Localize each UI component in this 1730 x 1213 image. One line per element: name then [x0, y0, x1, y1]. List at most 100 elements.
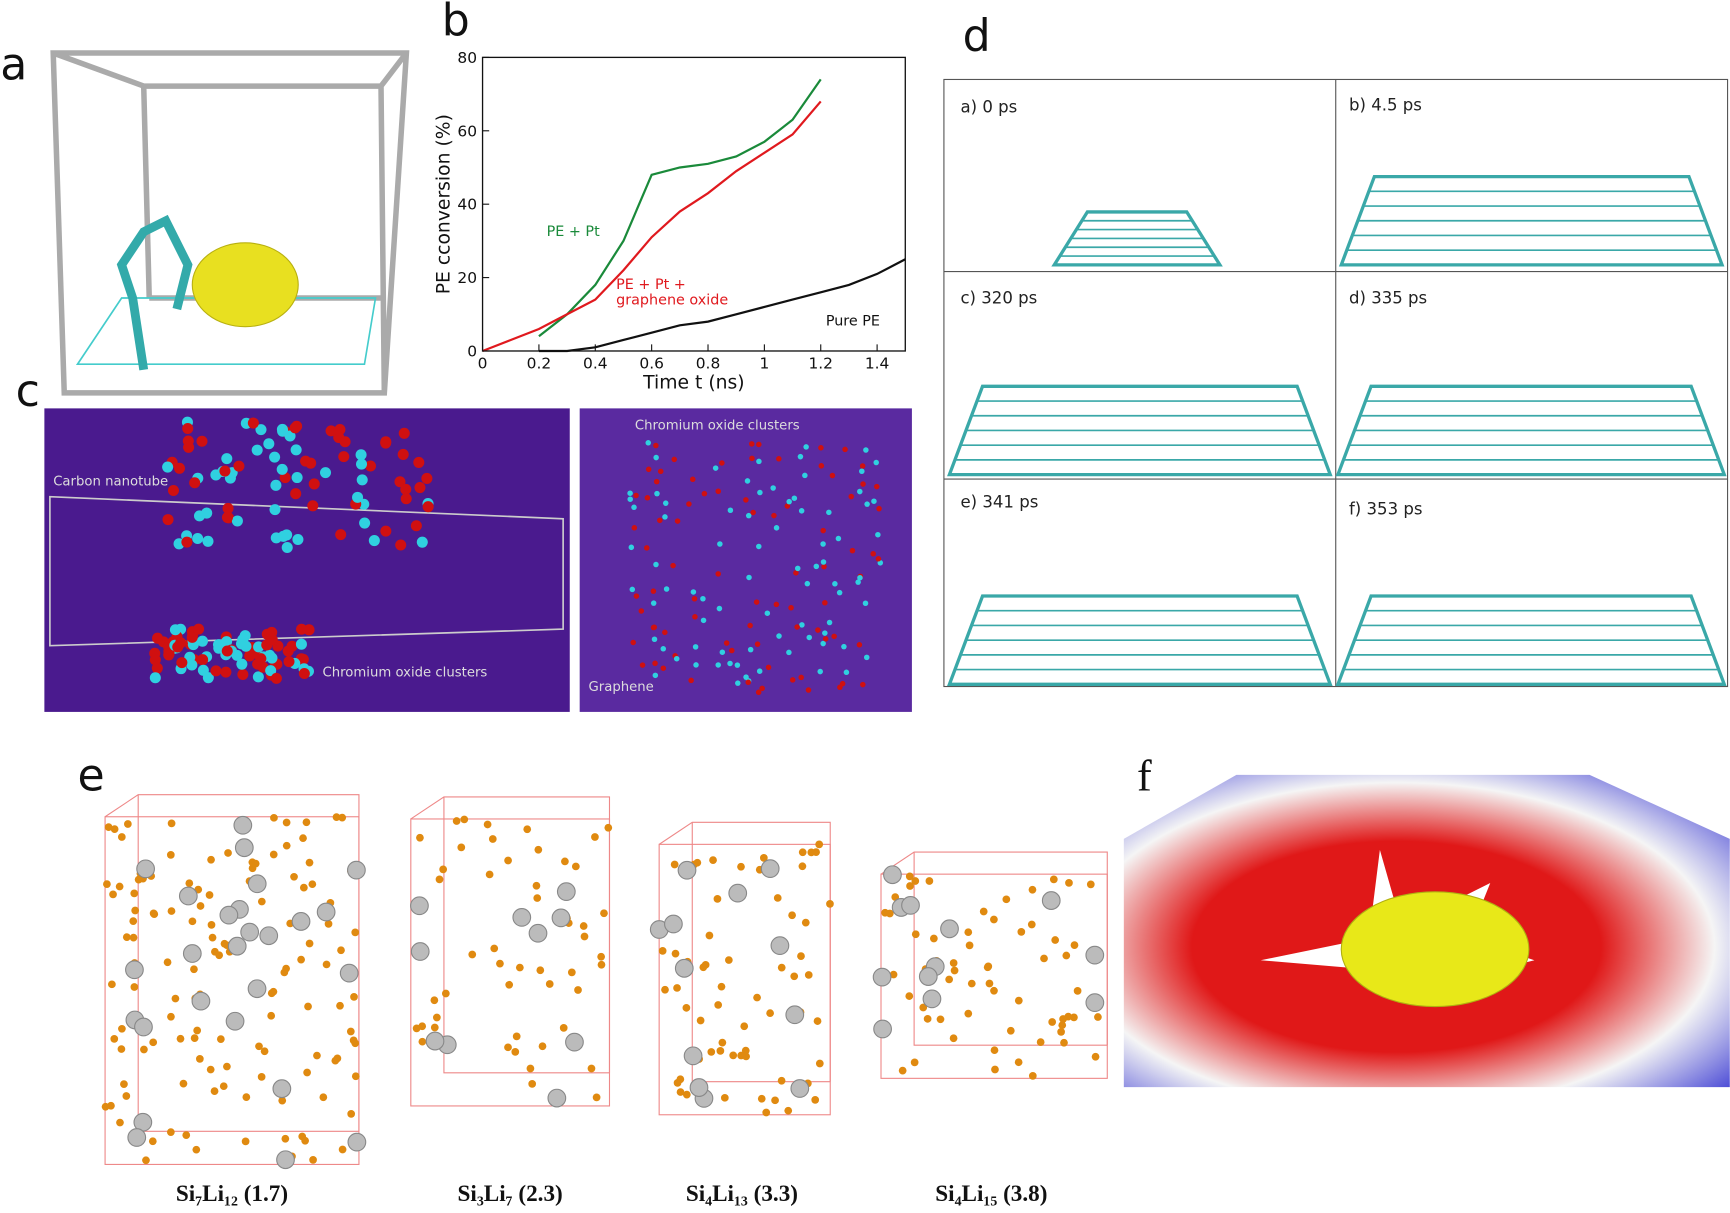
li-atom [267, 1011, 276, 1020]
atom [820, 640, 826, 647]
atom [662, 514, 668, 520]
si-atom [425, 1031, 445, 1051]
li-atom [536, 966, 545, 975]
atom [152, 632, 164, 644]
series-annotation-text: PE + Pt [546, 225, 600, 241]
li-atom [269, 850, 278, 859]
li-atom [771, 1096, 779, 1105]
li-atom [308, 880, 317, 889]
li-atom [324, 920, 333, 928]
li-atom [108, 980, 116, 989]
li-atom [1070, 941, 1079, 950]
li-atom [597, 952, 606, 961]
si-atom [247, 979, 267, 999]
li-atom [701, 960, 710, 969]
li-atom [777, 1076, 786, 1085]
atom [359, 517, 371, 529]
li-atom [418, 1037, 427, 1046]
li-atom [483, 820, 492, 829]
li-atom [351, 928, 360, 937]
frame-label: f) 353 ps [1349, 499, 1423, 518]
atom [265, 665, 277, 677]
nanoparticle [1340, 891, 1530, 1008]
si-atom [276, 1150, 295, 1170]
li-atom [512, 1032, 521, 1041]
x-axis-label: Time t (ns) [642, 373, 744, 394]
atom [822, 636, 829, 642]
panel-label: a [0, 39, 27, 90]
atom [734, 662, 741, 668]
li-atom [496, 959, 504, 968]
atom [368, 535, 380, 547]
atom [400, 483, 412, 495]
atom [652, 672, 659, 679]
series-annotation: Pure PE [826, 315, 880, 330]
li-atom [724, 956, 733, 964]
atom [771, 512, 777, 519]
li-atom [435, 875, 444, 884]
li-atom [129, 933, 138, 942]
atom [841, 643, 847, 650]
li-atom [587, 1064, 596, 1073]
atom [727, 507, 734, 514]
si-atom [547, 1088, 567, 1108]
li-atom [117, 833, 126, 841]
atom [759, 685, 765, 692]
atom [826, 509, 832, 516]
li-atom [439, 865, 448, 874]
atom [281, 541, 293, 554]
atom [765, 664, 772, 671]
li-atom [545, 980, 554, 988]
atom [633, 492, 639, 499]
li-atom [910, 1058, 919, 1067]
atom [645, 440, 651, 446]
li-atom [533, 894, 542, 902]
series-annotation-text: PE + Pt + graphene oxide [616, 278, 729, 310]
li-atom [532, 881, 541, 890]
li-atom [110, 1035, 119, 1043]
li-atom [206, 1065, 215, 1074]
atom [220, 666, 232, 678]
atom [652, 660, 658, 667]
li-atom [223, 1062, 231, 1071]
x-tick-label: 0 [478, 355, 488, 373]
atom [745, 679, 751, 686]
atom [255, 424, 267, 436]
li-atom [131, 906, 140, 915]
atom [364, 460, 377, 472]
li-atom [336, 1001, 344, 1010]
li-atom [130, 889, 139, 898]
li-atom [967, 979, 976, 988]
atom [213, 642, 225, 654]
si-atom [922, 989, 942, 1009]
li-atom [673, 984, 681, 992]
li-atom [766, 1009, 774, 1018]
frame-label: a) 0 ps [960, 98, 1017, 117]
li-atom [1070, 1013, 1078, 1022]
atom [843, 669, 850, 676]
atom [756, 543, 762, 550]
atom [270, 672, 282, 684]
li-atom [192, 1145, 201, 1154]
atom [700, 617, 707, 624]
atom [183, 441, 195, 453]
atom [197, 664, 209, 676]
atom [266, 633, 278, 646]
li-atom [574, 986, 582, 994]
si-atom [225, 1011, 245, 1031]
atom [855, 579, 861, 585]
si-atom [227, 936, 247, 956]
si-atom [1085, 945, 1105, 965]
li-atom [682, 1003, 691, 1012]
x-tick-label: 0.8 [696, 355, 721, 373]
atom [338, 451, 350, 463]
li-atom [210, 1087, 219, 1095]
atom [221, 511, 233, 523]
li-atom [346, 1027, 355, 1036]
atom [818, 445, 824, 451]
atom [700, 595, 706, 602]
si-atom [760, 859, 780, 879]
li-atom [505, 980, 514, 989]
atom [797, 453, 804, 460]
atom [644, 545, 650, 551]
